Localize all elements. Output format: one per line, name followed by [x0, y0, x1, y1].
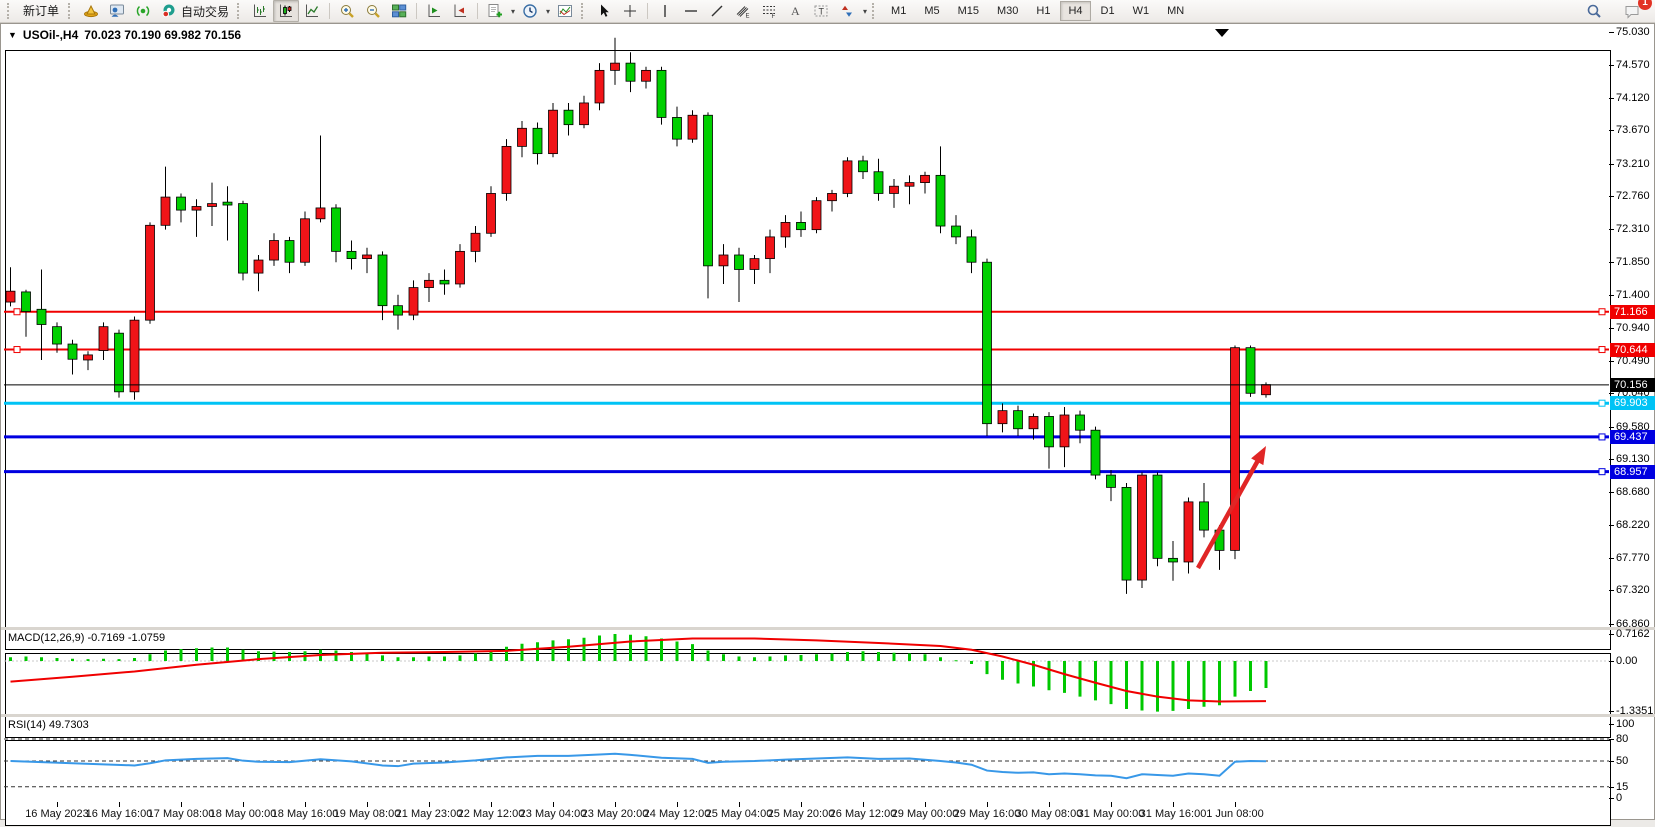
crosshair-icon[interactable]: [617, 0, 643, 22]
macd-panel[interactable]: [5, 653, 1611, 738]
timeframe-mn[interactable]: MN: [1167, 5, 1185, 17]
cursor-icon[interactable]: [591, 0, 617, 22]
chart-dropdown-icon[interactable]: ▼: [8, 30, 17, 40]
vertical-line-icon[interactable]: [652, 0, 678, 22]
autotrade-label: 自动交易: [181, 4, 230, 19]
toolbar-grip: [7, 3, 12, 19]
rsi-indicator-label: RSI(14) 49.7303: [8, 719, 89, 731]
panel-divider[interactable]: [1, 627, 1655, 630]
timeframe-w1[interactable]: W1: [1132, 5, 1150, 17]
period-clock-icon[interactable]: [517, 0, 543, 22]
svg-text:T: T: [819, 7, 825, 17]
autotrade-button[interactable]: 自动交易: [156, 1, 234, 21]
toolbar-grip: [68, 3, 73, 19]
dropdown-arrow-icon[interactable]: ▾: [863, 6, 868, 16]
auto-scroll-icon[interactable]: [447, 0, 473, 22]
shift-chart-icon[interactable]: [421, 0, 447, 22]
toolbar-grip: [237, 3, 242, 19]
horizontal-line-icon[interactable]: [678, 0, 704, 22]
bar-chart-icon[interactable]: [247, 0, 273, 22]
toolbar-grip: [581, 3, 586, 19]
svg-text:E: E: [746, 14, 750, 20]
market-watch-icon[interactable]: [104, 0, 130, 22]
timeframe-h1[interactable]: H1: [1036, 5, 1051, 17]
chart-symbol: USOil-,H4: [22, 28, 79, 42]
dropdown-arrow-icon[interactable]: ▾: [546, 6, 551, 16]
indicators-icon[interactable]: [552, 0, 578, 22]
zoom-out-icon[interactable]: [360, 0, 386, 22]
main-toolbar: 新订单 自动交易: [0, 0, 1655, 23]
toolbar-separator: [416, 3, 418, 19]
chart-ohlc-readout: 70.023 70.190 69.982 70.156: [84, 28, 242, 42]
toolbar-separator: [477, 3, 479, 19]
notifications-icon[interactable]: 1: [1619, 0, 1652, 22]
timeframe-m15[interactable]: M15: [957, 5, 979, 17]
timeframe-m5[interactable]: M5: [924, 5, 940, 17]
macd-indicator-label: MACD(12,26,9) -0.7169 -1.0759: [8, 632, 166, 644]
zoom-in-icon[interactable]: [334, 0, 360, 22]
chart-window: [0, 23, 1655, 826]
toolbar-right: 1: [1581, 0, 1655, 22]
hat-icon[interactable]: [78, 0, 104, 22]
new-chart-icon[interactable]: [482, 0, 508, 22]
fibonacci-icon[interactable]: F: [756, 0, 782, 22]
trendline-icon[interactable]: [704, 0, 730, 22]
autotrade-icon: [162, 4, 175, 18]
arrows-icon[interactable]: [834, 0, 860, 22]
rsi-panel[interactable]: [5, 740, 1611, 826]
toolbar-grip: [872, 3, 877, 19]
svg-text:F: F: [772, 14, 776, 19]
svg-text:A: A: [791, 4, 800, 18]
toolbar-separator: [647, 3, 649, 19]
tile-windows-icon[interactable]: [386, 0, 412, 22]
dropdown-arrow-icon[interactable]: ▾: [511, 6, 516, 16]
toolbar-separator: [329, 3, 331, 19]
candle-chart-icon[interactable]: [273, 0, 300, 22]
chart-title: ▼ USOil-,H4 70.023 70.190 69.982 70.156: [8, 28, 241, 42]
search-icon[interactable]: [1581, 0, 1607, 22]
timeframe-m30[interactable]: M30: [997, 5, 1019, 17]
main-chart-panel[interactable]: [5, 50, 1611, 650]
timeframe-d1[interactable]: D1: [1100, 5, 1115, 17]
new-order-button[interactable]: 新订单: [23, 4, 60, 18]
notification-badge: 1: [1638, 0, 1652, 10]
panel-divider[interactable]: [1, 714, 1655, 717]
timeframe-h4[interactable]: H4: [1060, 1, 1091, 21]
timeframe-m1[interactable]: M1: [891, 5, 907, 17]
timeframe-group: M1 M5 M15 M30 H1 H4 D1 W1 MN: [882, 1, 1193, 21]
text-label-icon[interactable]: T: [808, 0, 834, 22]
channel-icon[interactable]: E: [730, 0, 756, 22]
signal-icon[interactable]: [130, 0, 156, 22]
text-icon[interactable]: A: [782, 0, 808, 22]
line-chart-icon[interactable]: [299, 0, 325, 22]
